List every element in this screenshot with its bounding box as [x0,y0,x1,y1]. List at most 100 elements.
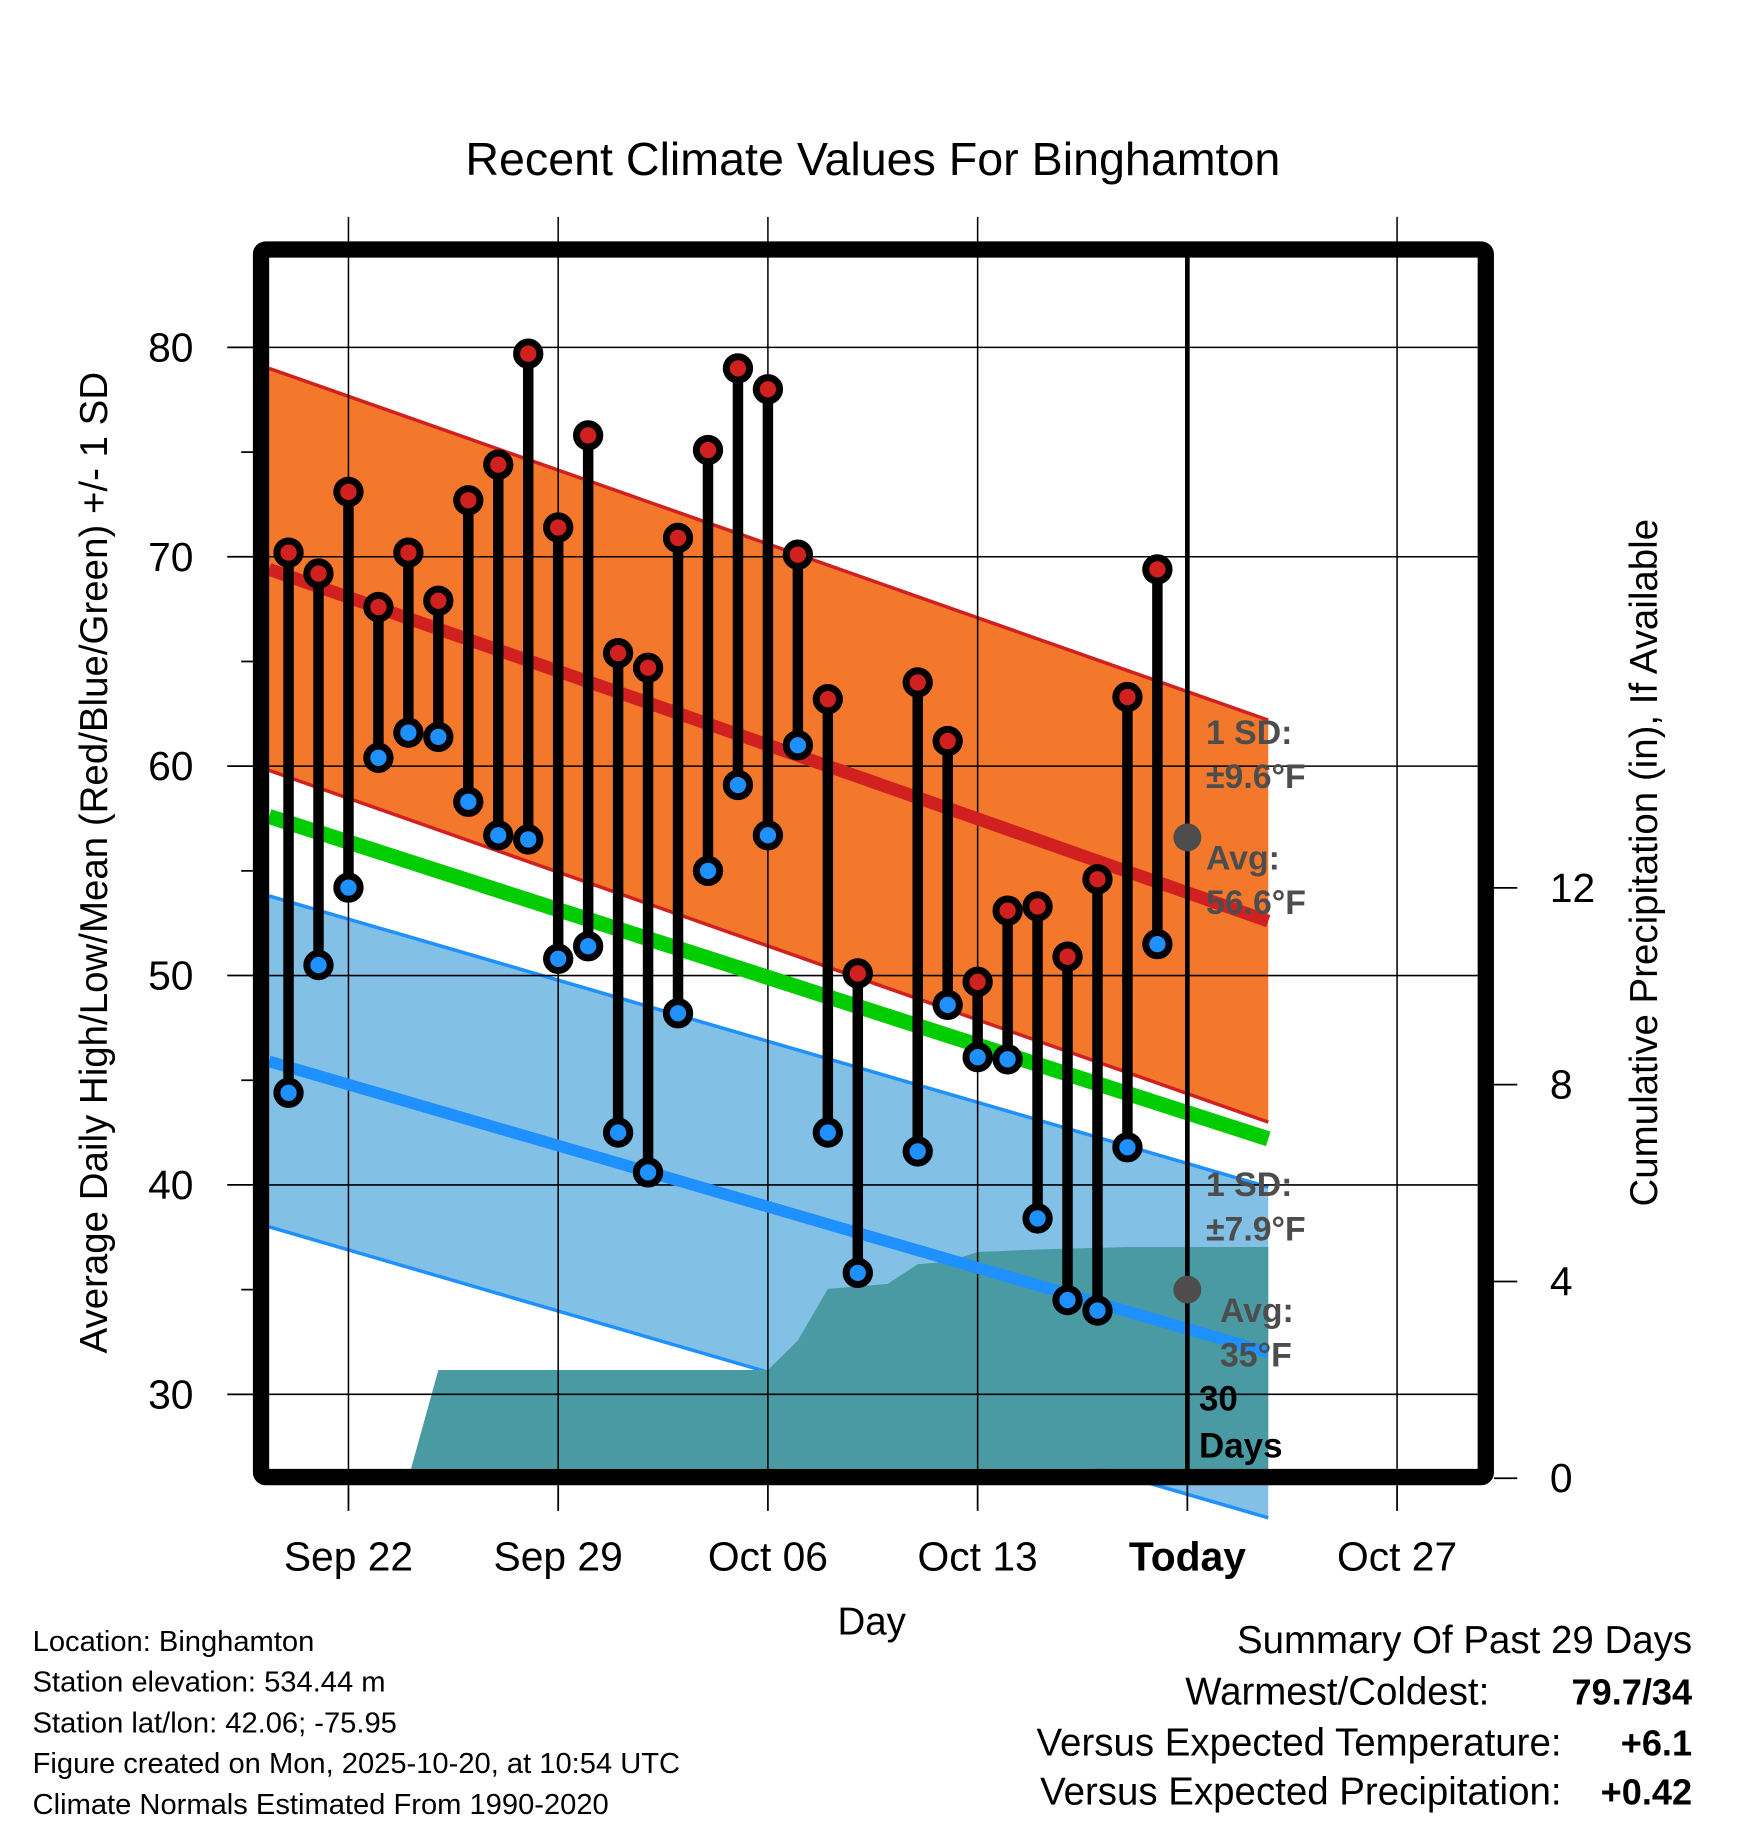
high-point [662,522,694,554]
x-axis-label: Day [837,1600,906,1643]
station-info-line: Station elevation: 534.44 m [33,1667,386,1699]
low-avg-label: Avg: [1220,1292,1294,1330]
low-point [992,1044,1023,1075]
high-point [1022,891,1053,922]
low-point [483,820,514,851]
low-point [692,855,724,887]
x-tick-label: Oct 13 [918,1533,1038,1579]
high-point [483,449,514,480]
high-point [842,958,873,989]
high-point [632,652,664,683]
summary-value: +0.42 [1601,1772,1692,1813]
low-point [752,820,784,851]
y2-tick-label: 8 [1550,1062,1573,1108]
low-point [572,931,604,962]
low-point [1112,1132,1143,1163]
high-point [1082,864,1113,895]
daily-range-stems [283,353,1163,1311]
chart-title: Recent Climate Values For Binghamton [465,133,1280,185]
station-info-line: Location: Binghamton [33,1626,315,1658]
low-point [722,769,754,801]
window-days-number: 30 [1199,1380,1238,1419]
summary-panel: Summary Of Past 29 Days Warmest/Coldest: 7… [1037,1619,1693,1814]
low-sd-value: ±7.9°F [1206,1210,1306,1248]
high-sd-value: ±9.6°F [1206,758,1306,796]
low-sd-label: 1 SD: [1206,1166,1292,1204]
high-point [423,585,454,616]
summary-heading: Summary Of Past 29 Days [1237,1619,1692,1662]
y-tick-label: 80 [148,324,193,370]
y-tick-label: 30 [148,1371,193,1417]
low-point [1022,1203,1053,1234]
high-point [453,485,484,516]
low-point [453,786,484,817]
high-point [363,591,394,623]
high-point [812,684,843,715]
high-point [303,558,334,589]
high-point [962,966,993,997]
high-point [722,353,754,384]
low-point [632,1157,664,1188]
high-point [543,512,574,543]
station-info-line: Figure created on Mon, 2025-10-20, at 10… [33,1748,680,1780]
high-point [1142,554,1173,585]
low-point [602,1117,634,1148]
low-point [812,1117,843,1148]
low-point [513,824,544,855]
summary-label: Versus Expected Precipitation: [1040,1771,1561,1814]
station-info-line: Climate Normals Estimated From 1990-2020 [33,1789,609,1821]
summary-label: Versus Expected Temperature: [1037,1722,1562,1765]
plot-border [252,241,1494,1486]
low-point [543,943,574,974]
high-point [782,539,814,570]
high-point [602,637,634,669]
x-tick-label: Today [1129,1533,1246,1579]
today-marker [1173,243,1202,1469]
low-point [1142,928,1173,960]
station-info-line: Station lat/lon: 42.06; -75.95 [33,1707,397,1739]
x-tick-label: Sep 29 [494,1533,623,1579]
low-point [842,1257,873,1289]
high-point [513,338,544,369]
high-point [932,725,963,757]
high-avg-label: Avg: [1206,840,1280,878]
low-point [1082,1295,1113,1326]
low-point [1052,1284,1083,1316]
high-point [992,895,1023,926]
annotations: 1 SD: ±9.6°F Avg: 56.6°F 1 SD: ±7.9°F Avg: 35°F… [1199,714,1306,1465]
high-point [333,476,364,508]
x-tick-label: Oct 27 [1337,1533,1457,1579]
today-low-normal-dot [1173,1275,1202,1304]
low-point [363,742,394,773]
low-point [423,721,454,753]
high-point [692,434,724,466]
y2-tick-label: 4 [1550,1258,1573,1304]
y-tick-label: 50 [148,953,193,999]
y2-tick-label: 0 [1550,1455,1573,1501]
low-point [393,717,424,748]
y-tick-label: 70 [148,534,193,580]
high-point [752,374,784,405]
high-point [902,667,933,698]
high-point [1052,941,1083,972]
x-tick-label: Sep 22 [284,1533,413,1579]
summary-value: +6.1 [1621,1723,1692,1764]
y-axis-label: Average Daily High/Low/Mean (Red/Blue/Gr… [73,372,116,1354]
high-sd-label: 1 SD: [1206,714,1292,752]
y-tick-label: 40 [148,1162,193,1208]
low-point [662,998,694,1029]
high-point [1112,681,1143,713]
high-point [393,537,424,568]
plot-frame [252,241,1494,1486]
axes: 30 40 50 60 70 80 0 4 8 12 Sep 22 Sep 29 Oct 06 Oct 1… [148,324,1595,1579]
daily-points [273,338,1173,1326]
summary-value: 79.7/34 [1572,1671,1693,1712]
window-days-label: Days [1199,1426,1283,1465]
low-point [303,949,334,981]
y2-axis-label: Cumulative Precipitation (in), If Availa… [1623,519,1666,1207]
low-avg-value: 35°F [1220,1336,1292,1374]
x-tick-label: Oct 06 [708,1533,828,1579]
low-point [962,1042,993,1073]
y-tick-label: 60 [148,743,193,789]
